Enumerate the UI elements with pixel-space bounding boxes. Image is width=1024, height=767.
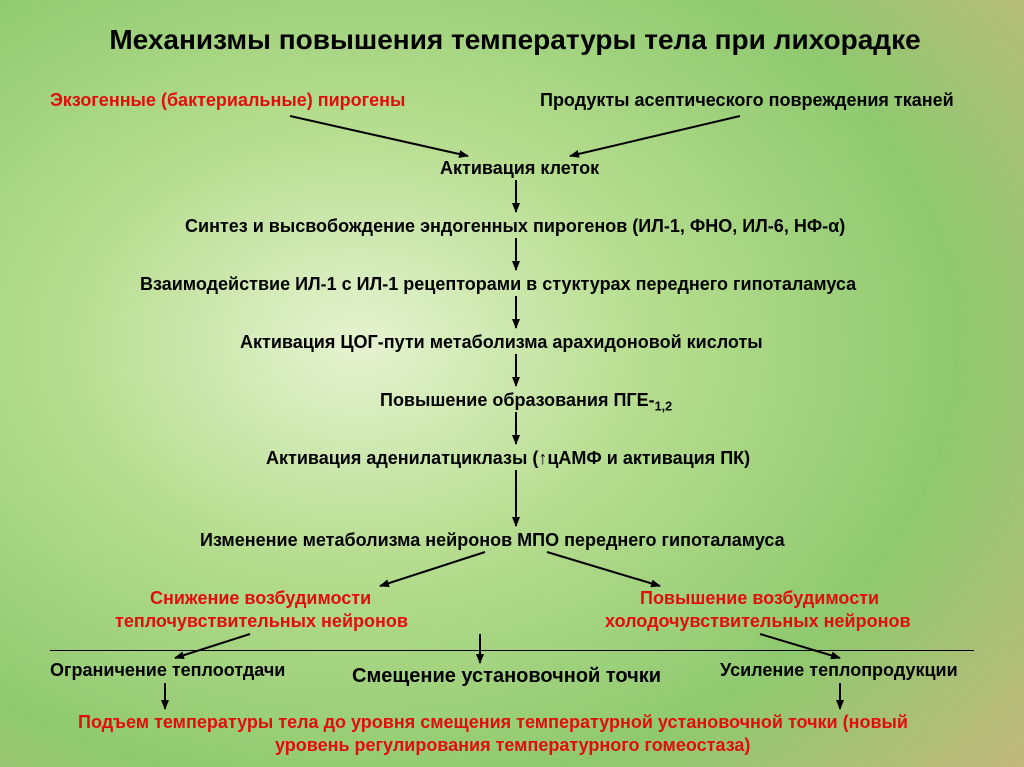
node-enhance: Усиление теплопродукции [720,660,958,681]
node-final1: Подъем температуры тела до уровня смещен… [78,712,908,733]
node-title: Механизмы повышения температуры тела при… [45,24,985,56]
node-pge: Повышение образования ПГЕ-1,2 [380,390,672,414]
arrow-cold-to-enhance [760,634,840,658]
node-setpoint: Смещение установочной точки [352,665,661,688]
arrow-aseptic-to-activation [570,116,740,156]
node-exo: Экзогенные (бактериальные) пирогены [50,90,405,111]
node-cold2: холодочувствительных нейронов [605,611,911,632]
slide-canvas: Механизмы повышения температуры тела при… [0,0,1024,767]
node-il1: Взаимодействие ИЛ-1 с ИЛ-1 рецепторами в… [140,274,856,295]
node-warm2: теплочувствительных нейронов [115,611,408,632]
node-warm1: Снижение возбудимости [150,588,371,609]
node-final2: уровень регулирования температурного гом… [275,735,750,756]
node-cog: Активация ЦОГ-пути метаболизма арахидоно… [240,332,763,353]
divider-line [50,650,974,651]
node-adenyl: Активация аденилатциклазы (↑цАМФ и актив… [266,448,750,469]
arrow-mpo-to-warm [380,552,485,586]
node-pge-sub: 1,2 [655,400,673,414]
node-mpo: Изменение метаболизма нейронов МПО перед… [200,530,785,551]
arrow-mpo-to-cold [547,552,660,586]
arrow-layer [0,0,1024,767]
node-activation: Активация клеток [440,158,599,179]
node-cold1: Повышение возбудимости [640,588,879,609]
node-aseptic: Продукты асептического повреждения ткане… [540,90,954,111]
arrow-exo-to-activation [290,116,468,156]
node-synthesis: Синтез и высвобождение эндогенных пироге… [185,216,845,237]
arrow-warm-to-limit [175,634,250,658]
node-limit: Ограничение теплоотдачи [50,660,285,681]
